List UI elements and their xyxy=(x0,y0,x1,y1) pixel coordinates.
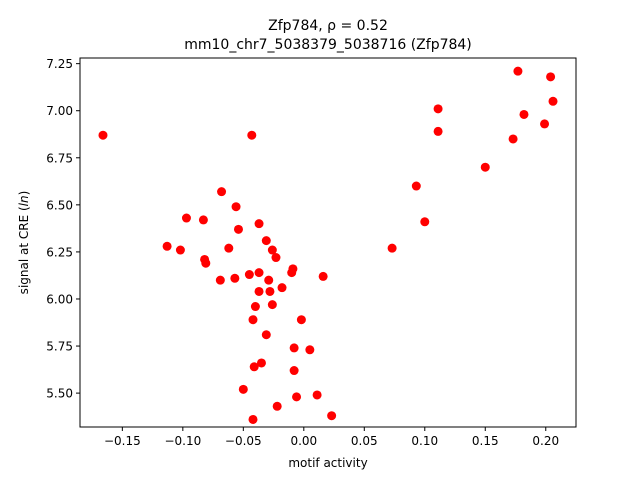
data-point-32 xyxy=(289,343,299,353)
data-point-3 xyxy=(231,202,241,212)
y-axis-label-suffix: ) xyxy=(17,191,31,196)
data-point-0 xyxy=(98,130,108,140)
y-axis-label-italic: ln xyxy=(17,195,31,206)
data-point-35 xyxy=(249,362,259,372)
data-point-22 xyxy=(264,275,274,285)
y-tick-label: 6.50 xyxy=(46,198,73,212)
data-point-51 xyxy=(519,109,529,119)
data-point-47 xyxy=(433,104,443,114)
data-point-46 xyxy=(433,126,443,136)
data-point-28 xyxy=(267,300,277,310)
data-point-23 xyxy=(318,271,328,281)
data-point-44 xyxy=(411,181,421,191)
data-point-1 xyxy=(247,130,257,140)
data-point-19 xyxy=(244,270,254,280)
y-tick-label: 6.25 xyxy=(46,245,73,259)
plot-frame xyxy=(79,57,577,428)
y-tick-label: 5.50 xyxy=(46,387,73,401)
data-point-10 xyxy=(175,245,185,255)
data-point-18 xyxy=(254,268,264,278)
x-tick-label: −0.15 xyxy=(104,434,141,448)
y-tick-label: 5.75 xyxy=(46,340,73,354)
data-point-54 xyxy=(548,96,558,106)
data-point-29 xyxy=(248,315,258,325)
data-point-41 xyxy=(327,411,337,421)
data-point-2 xyxy=(217,187,227,197)
data-point-12 xyxy=(267,245,277,255)
y-axis-label-prefix: signal at CRE ( xyxy=(17,206,31,294)
data-point-11 xyxy=(224,243,234,253)
y-tick-label: 7.25 xyxy=(46,57,73,71)
data-point-38 xyxy=(292,392,302,402)
data-point-6 xyxy=(254,219,264,229)
data-point-7 xyxy=(233,224,243,234)
data-point-24 xyxy=(277,283,287,293)
data-point-40 xyxy=(272,401,282,411)
x-tick-label: −0.05 xyxy=(225,434,262,448)
data-point-4 xyxy=(181,213,191,223)
x-tick-label: 0.05 xyxy=(351,434,378,448)
data-point-48 xyxy=(480,162,490,172)
x-axis: −0.15 −0.10 −0.05 0.00 0.05 0.10 0.15 0.20 xyxy=(104,427,559,448)
data-point-8 xyxy=(261,236,271,246)
x-tick-label: 0.00 xyxy=(290,434,317,448)
data-point-39 xyxy=(312,390,322,400)
data-point-33 xyxy=(305,345,315,355)
data-point-52 xyxy=(540,119,550,129)
data-point-50 xyxy=(513,66,523,76)
plot-area xyxy=(98,66,558,424)
data-point-30 xyxy=(296,315,306,325)
data-point-5 xyxy=(198,215,208,225)
data-point-13 xyxy=(271,253,281,263)
chart-title-line2: mm10_chr7_5038379_5038716 (Zfp784) xyxy=(184,37,472,53)
data-point-36 xyxy=(289,366,299,376)
y-tick-label: 7.00 xyxy=(46,104,73,118)
data-point-27 xyxy=(250,302,260,312)
x-tick-label: 0.20 xyxy=(532,434,559,448)
data-point-37 xyxy=(238,384,248,394)
data-point-45 xyxy=(420,217,430,227)
y-tick-label: 6.75 xyxy=(46,151,73,165)
data-point-15 xyxy=(201,258,211,268)
x-axis-label: motif activity xyxy=(288,456,367,470)
data-point-43 xyxy=(387,243,397,253)
chart-title-line1: Zfp784, ρ = 0.52 xyxy=(268,18,388,34)
x-tick-label: −0.10 xyxy=(164,434,201,448)
y-axis-label: signal at CRE (ln) xyxy=(17,191,31,295)
data-point-42 xyxy=(248,414,258,424)
y-axis: 5.50 5.75 6.00 6.25 6.50 6.75 7.00 7.25 xyxy=(46,57,80,401)
data-point-25 xyxy=(254,286,264,296)
data-point-53 xyxy=(546,72,556,82)
data-point-21 xyxy=(215,275,225,285)
data-point-49 xyxy=(508,134,518,144)
data-point-20 xyxy=(230,273,240,283)
data-point-17 xyxy=(287,268,297,278)
data-point-34 xyxy=(256,358,266,368)
y-tick-label: 6.00 xyxy=(46,292,73,306)
x-tick-label: 0.10 xyxy=(411,434,438,448)
data-point-26 xyxy=(265,286,275,296)
data-point-9 xyxy=(162,241,172,251)
data-point-31 xyxy=(261,330,271,340)
x-tick-label: 0.15 xyxy=(472,434,499,448)
